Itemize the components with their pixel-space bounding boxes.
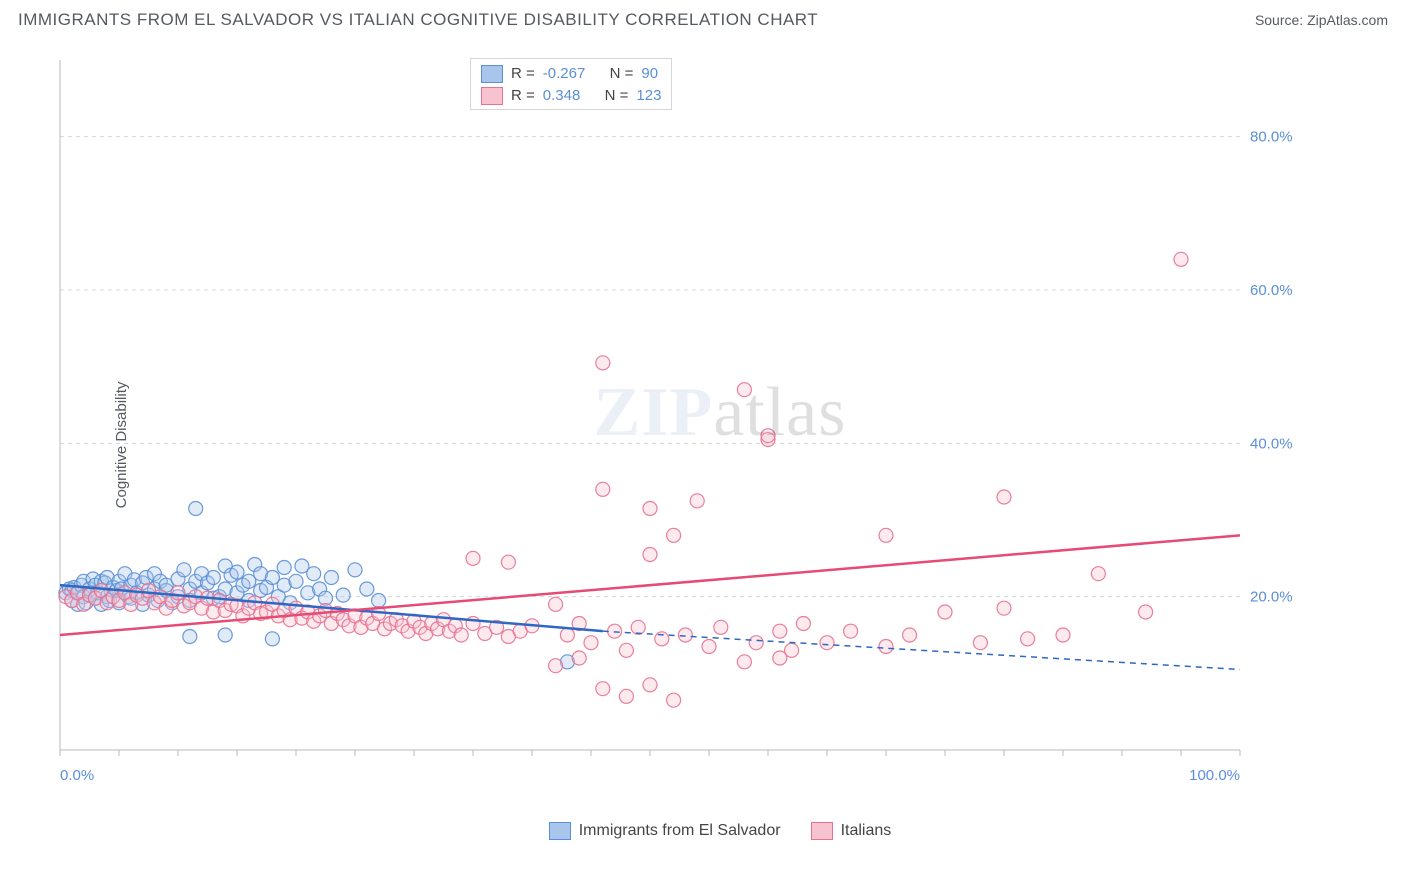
svg-text:80.0%: 80.0% [1250,129,1293,146]
legend-row-series-0: R = -0.267 N = 90 [481,63,661,85]
source-attribution: Source: ZipAtlas.com [1255,12,1388,28]
chart-title: IMMIGRANTS FROM EL SALVADOR VS ITALIAN C… [18,10,818,30]
svg-text:0.0%: 0.0% [60,767,94,784]
n-value: 123 [636,85,661,107]
svg-text:20.0%: 20.0% [1250,589,1293,606]
r-value: 0.348 [543,85,581,107]
swatch-icon [811,822,833,840]
scatter-chart: 20.0% 40.0% 60.0% 80.0% 0.0% 100.0% [50,50,1310,810]
swatch-icon [481,65,503,83]
plot-area: Cognitive Disability 20.0% 40.0% 60.0% 80.0… [50,50,1390,840]
swatch-icon [481,87,503,105]
legend-row-series-1: R = 0.348 N = 123 [481,85,661,107]
r-value: -0.267 [543,63,586,85]
legend-item-series-1: Italians [811,822,892,840]
svg-text:40.0%: 40.0% [1250,435,1293,452]
svg-text:60.0%: 60.0% [1250,282,1293,299]
legend-item-series-0: Immigrants from El Salvador [549,822,781,840]
swatch-icon [549,822,571,840]
y-axis-label: Cognitive Disability [113,382,130,509]
svg-text:100.0%: 100.0% [1189,767,1240,784]
correlation-legend: R = -0.267 N = 90 R = 0.348 N = 123 [470,58,672,110]
n-value: 90 [641,63,658,85]
series-legend: Immigrants from El Salvador Italians [50,822,1390,840]
